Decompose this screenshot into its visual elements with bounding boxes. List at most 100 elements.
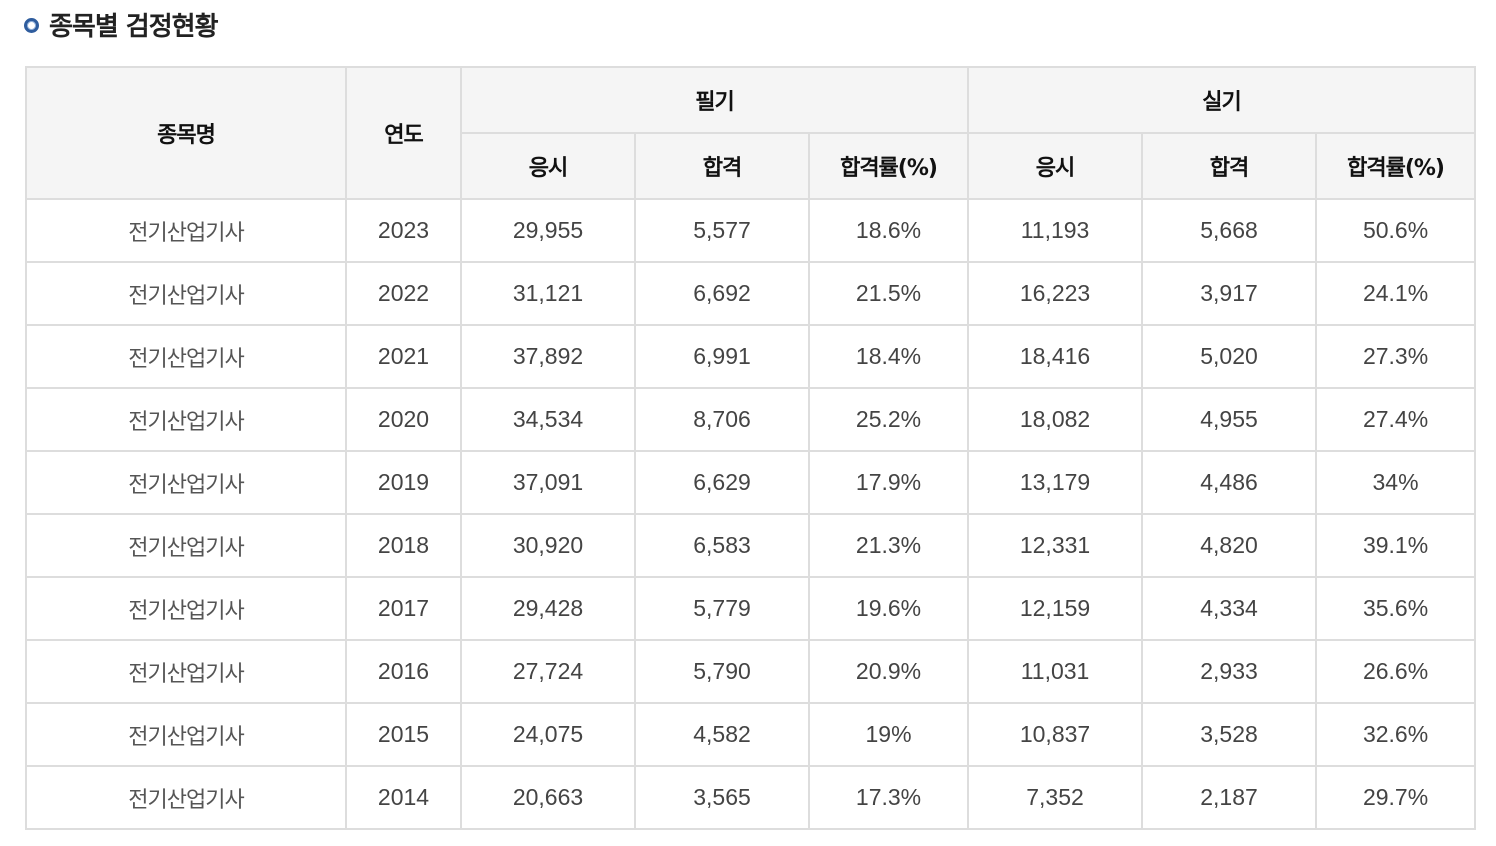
cell-year: 2016: [345, 639, 462, 704]
header-practical-applicants: 응시: [967, 132, 1144, 200]
header-written-applicants: 응시: [460, 132, 636, 200]
cell-written-applicants: 29,955: [460, 198, 636, 263]
cell-written-applicants: 34,534: [460, 387, 636, 452]
table-row: 전기산업기사 2020 34,534 8,706 25.2% 18,082 4,955 27.…: [25, 387, 1477, 452]
table-row: 전기산업기사 2016 27,724 5,790 20.9% 11,031 2,933 26.…: [25, 639, 1477, 704]
cell-practical-pass-rate: 34%: [1315, 450, 1477, 515]
cell-item-name: 전기산업기사: [25, 198, 347, 263]
cell-year: 2015: [345, 702, 462, 767]
cell-practical-pass-rate: 27.3%: [1315, 324, 1477, 389]
cell-practical-passed: 2,187: [1141, 765, 1318, 830]
cell-year: 2014: [345, 765, 462, 830]
cell-practical-pass-rate: 32.6%: [1315, 702, 1477, 767]
cell-item-name: 전기산업기사: [25, 450, 347, 515]
cell-practical-passed: 3,528: [1141, 702, 1318, 767]
cell-written-applicants: 37,892: [460, 324, 636, 389]
cell-written-applicants: 37,091: [460, 450, 636, 515]
exam-stats-table: 종목명 연도 필기 실기 응시 합격 합격률(%) 응시 합격 합격률(%) 전…: [25, 66, 1477, 830]
cell-practical-passed: 5,020: [1141, 324, 1318, 389]
table-body: 전기산업기사 2023 29,955 5,577 18.6% 11,193 5,668 50.…: [25, 198, 1477, 830]
cell-written-passed: 5,577: [634, 198, 810, 263]
cell-item-name: 전기산업기사: [25, 513, 347, 578]
cell-written-applicants: 31,121: [460, 261, 636, 326]
table-row: 전기산업기사 2014 20,663 3,565 17.3% 7,352 2,187 29.7…: [25, 765, 1477, 830]
cell-year: 2019: [345, 450, 462, 515]
header-written-pass-rate: 합격률(%): [807, 132, 970, 200]
cell-practical-applicants: 13,179: [967, 450, 1144, 515]
cell-practical-pass-rate: 29.7%: [1315, 765, 1477, 830]
cell-practical-pass-rate: 35.6%: [1315, 576, 1477, 641]
table-row: 전기산업기사 2019 37,091 6,629 17.9% 13,179 4,486 34%: [25, 450, 1477, 515]
cell-written-passed: 6,629: [634, 450, 810, 515]
cell-written-pass-rate: 25.2%: [807, 387, 970, 452]
cell-written-applicants: 27,724: [460, 639, 636, 704]
cell-practical-applicants: 10,837: [967, 702, 1144, 767]
cell-written-pass-rate: 17.9%: [807, 450, 970, 515]
cell-written-passed: 5,779: [634, 576, 810, 641]
header-practical: 실기: [967, 66, 1477, 134]
cell-item-name: 전기산업기사: [25, 576, 347, 641]
cell-practical-passed: 2,933: [1141, 639, 1318, 704]
header-row-1: 종목명 연도 필기 실기: [25, 66, 1477, 200]
cell-practical-passed: 4,820: [1141, 513, 1318, 578]
cell-written-applicants: 29,428: [460, 576, 636, 641]
cell-practical-applicants: 12,331: [967, 513, 1144, 578]
cell-practical-passed: 4,334: [1141, 576, 1318, 641]
cell-written-passed: 5,790: [634, 639, 810, 704]
cell-year: 2023: [345, 198, 462, 263]
section-title: 종목별 검정현황: [49, 11, 218, 42]
cell-practical-pass-rate: 24.1%: [1315, 261, 1477, 326]
cell-year: 2020: [345, 387, 462, 452]
cell-written-pass-rate: 20.9%: [807, 639, 970, 704]
header-written: 필기: [459, 66, 970, 134]
cell-practical-passed: 4,486: [1141, 450, 1318, 515]
table-row: 전기산업기사 2017 29,428 5,779 19.6% 12,159 4,334 35.…: [25, 576, 1477, 641]
cell-written-passed: 6,991: [634, 324, 810, 389]
cell-item-name: 전기산업기사: [25, 639, 347, 704]
cell-written-passed: 8,706: [634, 387, 810, 452]
bullet-icon: [24, 17, 39, 33]
header-written-passed: 합격: [634, 132, 810, 200]
cell-written-pass-rate: 21.3%: [807, 513, 970, 578]
table-row: 전기산업기사 2018 30,920 6,583 21.3% 12,331 4,820 39.…: [25, 513, 1477, 578]
cell-year: 2018: [345, 513, 462, 578]
cell-practical-passed: 3,917: [1141, 261, 1318, 326]
cell-year: 2022: [345, 261, 462, 326]
header-practical-passed: 합격: [1141, 132, 1318, 200]
cell-practical-pass-rate: 39.1%: [1315, 513, 1477, 578]
cell-item-name: 전기산업기사: [25, 324, 347, 389]
cell-practical-applicants: 11,031: [967, 639, 1144, 704]
cell-practical-passed: 4,955: [1141, 387, 1318, 452]
table-row: 전기산업기사 2021 37,892 6,991 18.4% 18,416 5,020 27.…: [25, 324, 1477, 389]
cell-practical-pass-rate: 26.6%: [1315, 639, 1477, 704]
table-row: 전기산업기사 2022 31,121 6,692 21.5% 16,223 3,917 24.…: [25, 261, 1477, 326]
cell-practical-pass-rate: 27.4%: [1315, 387, 1477, 452]
cell-item-name: 전기산업기사: [25, 765, 347, 830]
cell-written-pass-rate: 18.6%: [807, 198, 970, 263]
cell-practical-applicants: 18,082: [967, 387, 1144, 452]
cell-practical-applicants: 7,352: [967, 765, 1144, 830]
cell-written-applicants: 20,663: [460, 765, 636, 830]
header-practical-pass-rate: 합격률(%): [1315, 132, 1477, 200]
cell-practical-applicants: 18,416: [967, 324, 1144, 389]
cell-written-passed: 4,582: [634, 702, 810, 767]
cell-item-name: 전기산업기사: [25, 261, 347, 326]
cell-practical-passed: 5,668: [1141, 198, 1318, 263]
cell-written-pass-rate: 19%: [807, 702, 970, 767]
cell-written-pass-rate: 21.5%: [807, 261, 970, 326]
cell-written-pass-rate: 19.6%: [807, 576, 970, 641]
table-row: 전기산업기사 2023 29,955 5,577 18.6% 11,193 5,668 50.…: [25, 198, 1477, 263]
cell-written-passed: 3,565: [634, 765, 810, 830]
cell-item-name: 전기산업기사: [25, 387, 347, 452]
cell-written-pass-rate: 17.3%: [807, 765, 970, 830]
header-item-name: 종목명: [25, 66, 347, 200]
cell-year: 2021: [345, 324, 462, 389]
cell-written-passed: 6,583: [634, 513, 810, 578]
cell-year: 2017: [345, 576, 462, 641]
header-year: 연도: [345, 66, 462, 200]
cell-written-passed: 6,692: [634, 261, 810, 326]
cell-written-pass-rate: 18.4%: [807, 324, 970, 389]
cell-item-name: 전기산업기사: [25, 702, 347, 767]
cell-written-applicants: 30,920: [460, 513, 636, 578]
header-row-2: 응시 합격 합격률(%) 응시 합격 합격률(%): [26, 132, 1477, 200]
